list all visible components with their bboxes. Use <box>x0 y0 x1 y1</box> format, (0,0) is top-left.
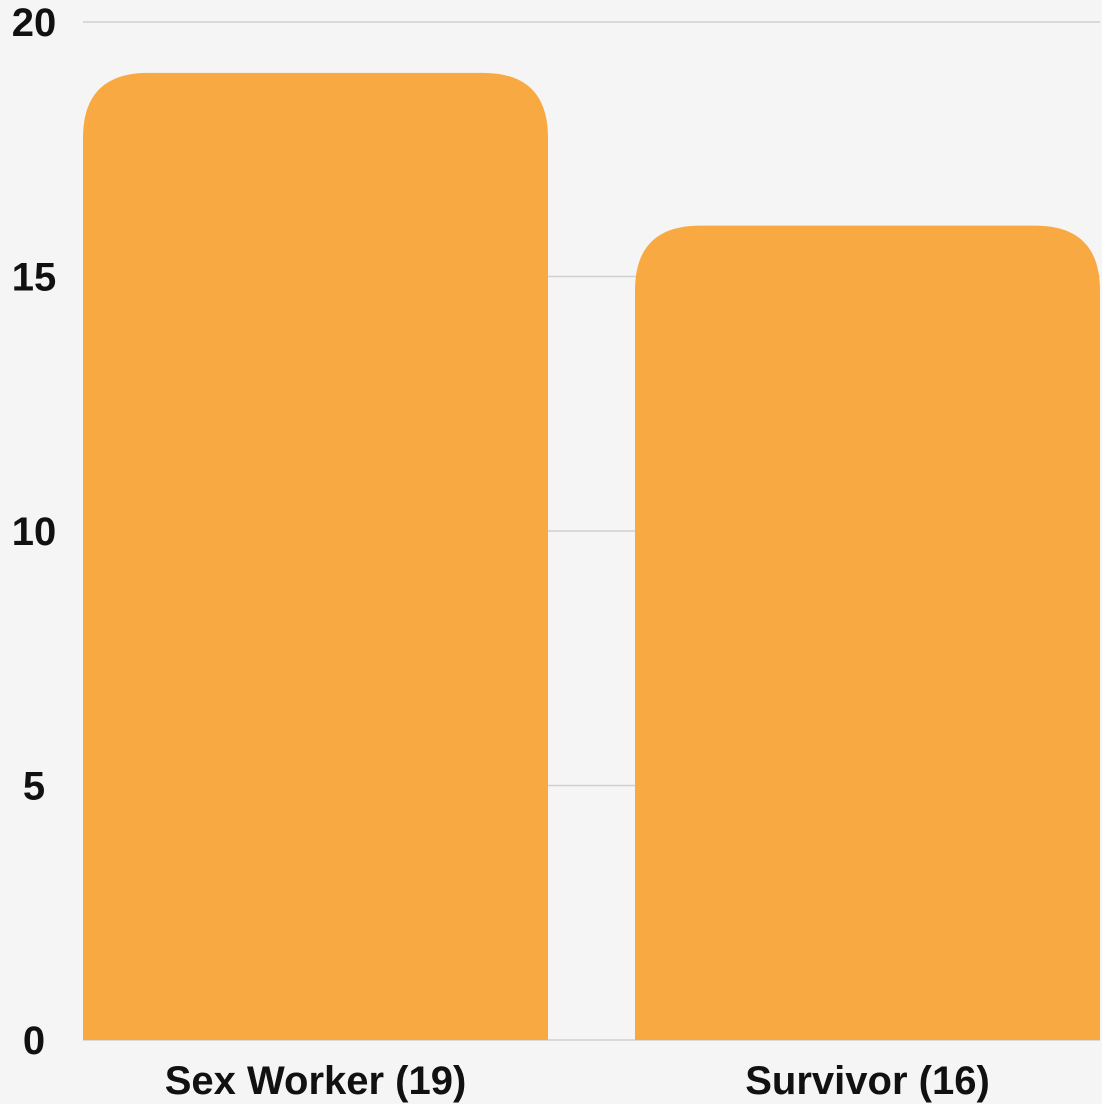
y-tick-label: 10 <box>12 510 57 554</box>
y-tick-label: 0 <box>23 1019 45 1063</box>
x-category-label: Survivor (16) <box>745 1059 990 1103</box>
y-tick-label: 5 <box>23 765 45 809</box>
x-axis-labels: Sex Worker (19) Survivor (16) <box>165 1059 990 1103</box>
y-tick-label: 20 <box>12 1 57 45</box>
y-tick-label: 15 <box>12 256 57 300</box>
x-category-label: Sex Worker (19) <box>165 1059 467 1103</box>
bar <box>83 72 548 1040</box>
bar <box>635 225 1100 1041</box>
bars <box>83 72 1100 1041</box>
y-axis-ticks: 0 5 10 15 20 <box>12 1 57 1063</box>
